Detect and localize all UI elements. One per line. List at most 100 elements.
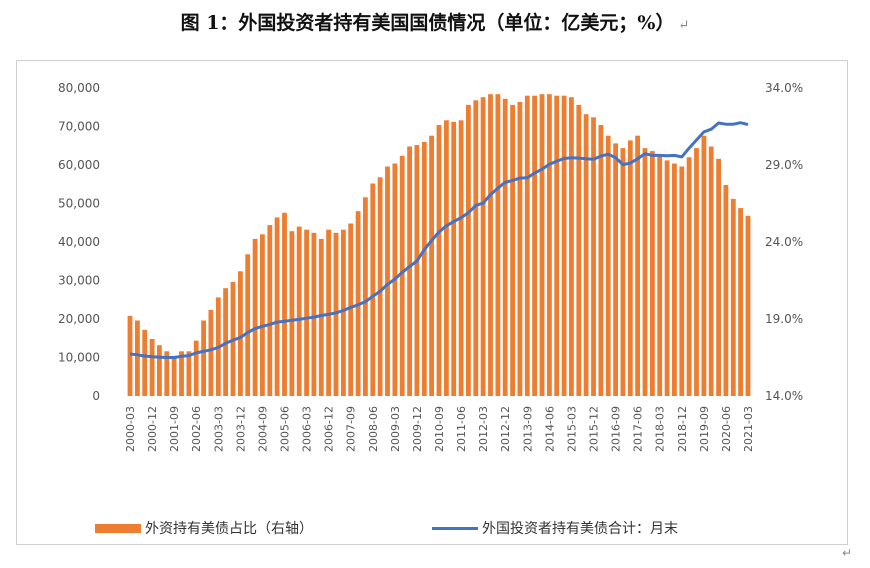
bar — [348, 223, 354, 396]
legend-bar-swatch — [95, 523, 141, 533]
right-tick-label: 14.0% — [765, 389, 803, 403]
bar — [672, 163, 677, 396]
left-tick-label: 80,000 — [58, 81, 100, 95]
bar — [157, 345, 162, 396]
x-tick-label: 2010-09 — [433, 406, 446, 452]
x-tick-label: 2001-09 — [168, 406, 181, 452]
bar — [436, 125, 442, 396]
bar — [414, 145, 420, 396]
bar — [208, 309, 214, 396]
x-tick-label: 2006-12 — [323, 406, 336, 452]
left-tick-label: 10,000 — [58, 351, 100, 365]
x-tick-label: 2016-09 — [610, 406, 623, 452]
right-tick-label: 34.0% — [765, 81, 803, 95]
x-tick-label: 2018-03 — [654, 406, 667, 452]
bar — [142, 329, 148, 396]
bar — [267, 225, 273, 396]
bar — [716, 158, 721, 396]
bar — [171, 356, 177, 396]
bar — [304, 229, 309, 396]
bar — [745, 215, 751, 396]
bar — [466, 104, 471, 397]
chart-frame — [16, 60, 848, 545]
bar — [613, 143, 618, 396]
right-tick-label: 29.0% — [765, 158, 803, 172]
bar — [605, 135, 611, 396]
bar — [620, 148, 626, 396]
legend-bar-label: 外资持有美债占比（右轴） — [145, 521, 313, 537]
bar — [480, 97, 486, 396]
bar — [326, 229, 331, 396]
bar — [554, 95, 560, 396]
bar — [561, 95, 567, 396]
bar — [569, 97, 574, 396]
bar-series — [127, 94, 751, 397]
bar — [444, 120, 449, 397]
left-tick-label: 40,000 — [58, 235, 100, 249]
x-tick-label: 2013-09 — [521, 406, 534, 452]
right-axis: 14.0% 19.0% 24.0% 29.0% 34.0% — [765, 81, 803, 403]
bar — [186, 351, 192, 396]
bar — [421, 141, 427, 396]
bar — [164, 351, 170, 396]
bar — [289, 231, 295, 396]
bar — [252, 238, 258, 396]
x-tick-label: 2008-06 — [367, 406, 380, 452]
bar — [738, 208, 743, 396]
legend-line-label: 外国投资者持有美债合计：月末 — [482, 521, 678, 537]
bar — [730, 198, 736, 396]
bar — [686, 157, 692, 396]
series-line — [129, 121, 749, 359]
bar — [524, 95, 530, 396]
chart-title-text: 图 1：外国投资者持有美国国债情况（单位：亿美元；%） — [180, 12, 675, 34]
return-mark-icon: ↵ — [678, 18, 690, 33]
bar — [539, 94, 545, 396]
x-tick-label: 2014-06 — [543, 406, 556, 452]
left-axis: 0 10,000 20,000 30,000 40,000 50,000 60,000 70,… — [58, 81, 100, 403]
x-tick-label: 2003-12 — [234, 406, 247, 452]
bar — [127, 315, 133, 396]
x-tick-label: 2012-03 — [477, 406, 490, 452]
bar — [238, 271, 243, 396]
x-tick-label: 2017-06 — [632, 406, 645, 452]
left-tick-label: 30,000 — [58, 274, 100, 288]
bar — [201, 320, 206, 396]
bar — [245, 254, 251, 396]
bar — [598, 125, 604, 396]
x-tick-label: 2007-09 — [345, 406, 358, 452]
bar — [149, 339, 155, 396]
x-tick-label: 2000-03 — [124, 406, 137, 452]
x-tick-label: 2015-12 — [588, 406, 601, 452]
bar — [488, 94, 493, 396]
bar — [473, 100, 479, 397]
x-tick-label: 2020-06 — [720, 406, 733, 452]
legend-item-bars: 外资持有美债占比（右轴） — [95, 518, 313, 538]
left-tick-label: 20,000 — [58, 312, 100, 326]
bar — [260, 234, 265, 396]
x-tick-label: 2019-09 — [698, 406, 711, 452]
bar — [502, 98, 508, 397]
bar — [679, 166, 685, 396]
bar — [642, 148, 648, 396]
bar — [385, 166, 390, 396]
bar — [370, 183, 376, 396]
left-tick-label: 50,000 — [58, 197, 100, 211]
x-tick-label: 2006-03 — [301, 406, 314, 452]
bar — [399, 155, 405, 396]
bar — [296, 226, 302, 396]
bar — [193, 340, 199, 396]
left-tick-label: 0 — [92, 389, 100, 403]
bar — [701, 135, 707, 396]
x-tick-label: 2018-12 — [676, 406, 689, 452]
bar — [627, 140, 633, 396]
x-tick-label: 2004-09 — [256, 406, 269, 452]
bar — [311, 232, 317, 396]
bar — [407, 146, 412, 396]
bar — [657, 155, 663, 396]
bar — [547, 94, 552, 396]
return-mark-icon: ↵ — [842, 546, 853, 560]
bar — [377, 177, 383, 396]
left-tick-label: 60,000 — [58, 158, 100, 172]
bar — [179, 351, 184, 396]
x-tick-label: 2015-03 — [565, 406, 578, 452]
